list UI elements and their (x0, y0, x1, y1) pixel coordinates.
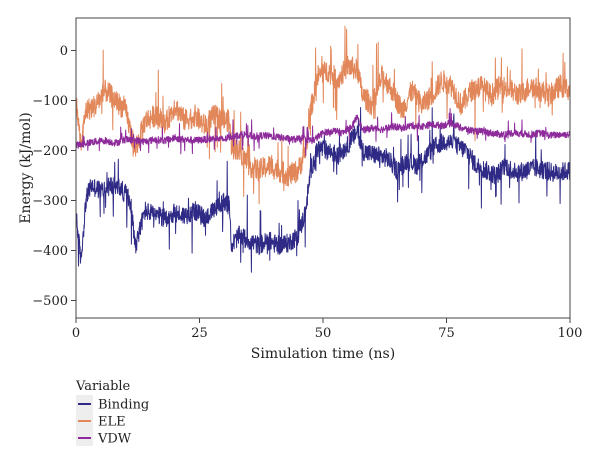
y-tick-label: −300 (32, 194, 68, 209)
x-tick-label: 25 (191, 326, 208, 341)
y-tick-label: −200 (32, 144, 68, 159)
x-tick-label: 0 (72, 326, 80, 341)
legend-items: Binding ELE VDW (76, 395, 149, 447)
y-tick-label: −500 (32, 294, 68, 309)
series-line-vdw (75, 108, 571, 157)
y-tick-label: 0 (60, 44, 68, 59)
legend-label-vdw: VDW (97, 432, 132, 447)
x-tick-label: 100 (558, 326, 583, 341)
x-tick-label: 50 (315, 326, 332, 341)
axis-ticks: 0 25 50 75 100 0 −100 −200 −300 −400 −500 (32, 44, 582, 341)
y-axis-label: Energy (kJ/mol) (18, 112, 34, 223)
legend-title: Variable (75, 379, 131, 394)
legend-item-binding: Binding (76, 395, 149, 413)
series-line-ele (75, 25, 571, 205)
series-ele (75, 25, 571, 205)
y-tick-label: −100 (32, 94, 68, 109)
legend: Variable Binding ELE VDW (75, 379, 149, 447)
series-vdw (75, 108, 571, 157)
series-binding (75, 107, 571, 273)
legend-label-binding: Binding (98, 398, 149, 413)
legend-item-ele: ELE (76, 412, 126, 430)
x-tick-label: 75 (438, 326, 455, 341)
x-axis-label: Simulation time (ns) (251, 346, 395, 362)
y-tick-label: −400 (32, 244, 68, 259)
series-line-binding (75, 107, 571, 273)
legend-item-vdw: VDW (76, 429, 132, 447)
series-layer (75, 25, 571, 273)
legend-label-ele: ELE (98, 415, 126, 430)
